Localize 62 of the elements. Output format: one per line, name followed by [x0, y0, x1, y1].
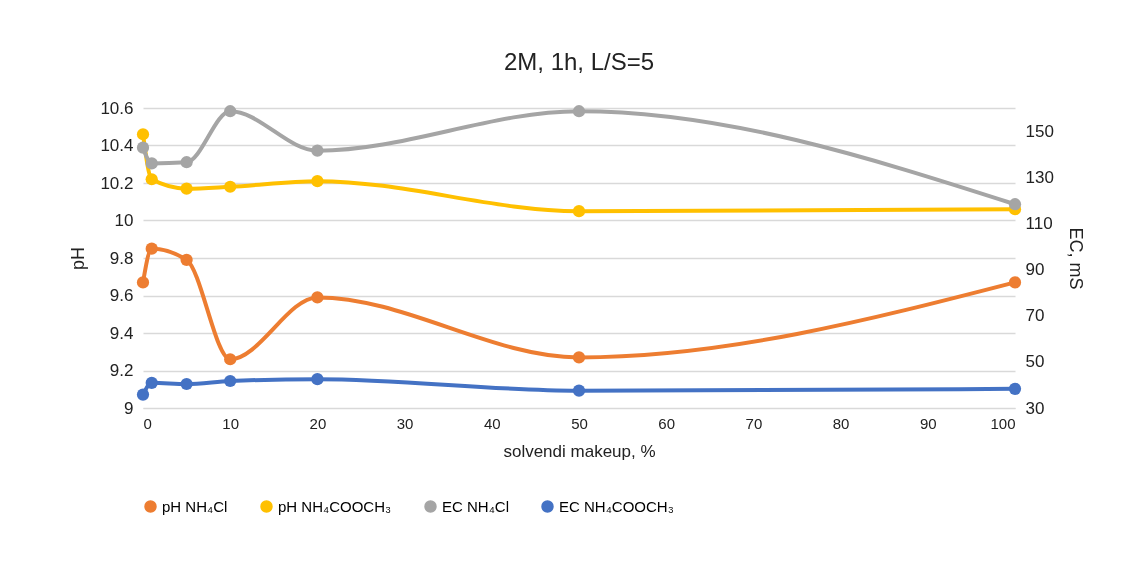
point — [311, 175, 324, 188]
legend-label: EC NH₄Cl — [442, 497, 509, 515]
x-tick-label: 20 — [309, 414, 327, 432]
point — [145, 173, 158, 186]
x-tick-label: 0 — [143, 414, 152, 432]
x-tick-label: 80 — [832, 414, 850, 432]
point — [572, 384, 586, 397]
legend-label: EC NH₄COOCH₃ — [559, 497, 674, 515]
y2-tick-label: 30 — [1025, 398, 1045, 418]
point — [136, 388, 150, 401]
y-axis-title: pH — [68, 246, 89, 271]
point — [180, 377, 193, 391]
y2-axis-title: EC, mS — [1065, 227, 1086, 290]
chart-title: 2M, 1h, L/S=5 — [503, 48, 655, 75]
point — [572, 351, 586, 364]
y2-tick-label: 70 — [1025, 306, 1045, 326]
point — [180, 253, 193, 266]
point — [311, 373, 324, 386]
point — [572, 205, 586, 218]
point — [224, 105, 237, 118]
y-tick-label: 10 — [114, 211, 134, 230]
x-tick-label: 40 — [483, 414, 501, 432]
y-tick-label: 9.8 — [109, 248, 134, 268]
y-tick-label: 9 — [124, 398, 134, 418]
legend-label: pH NH₄COOCH₃ — [278, 497, 392, 515]
point — [136, 141, 150, 154]
point — [180, 156, 193, 169]
point — [224, 374, 237, 388]
point — [1008, 198, 1022, 211]
point — [224, 180, 237, 193]
point — [145, 376, 158, 389]
point — [224, 353, 237, 366]
x-axis-title: solvendi makeup, % — [503, 441, 656, 461]
x-tick-label: 100 — [990, 414, 1016, 432]
x-tick-label: 70 — [745, 414, 763, 432]
y2-tick-label: 90 — [1025, 260, 1045, 280]
x-tick-label: 90 — [919, 414, 937, 432]
point — [311, 144, 324, 157]
point — [1008, 382, 1022, 395]
point — [572, 105, 586, 118]
y-tick-label: 9.4 — [109, 323, 134, 343]
point — [145, 242, 158, 255]
legend-label: pH NH₄Cl — [162, 497, 228, 515]
y2-tick-label: 130 — [1025, 167, 1054, 187]
y-tick-label: 10.2 — [100, 173, 134, 193]
y-tick-label: 9.6 — [109, 286, 134, 305]
point — [311, 291, 324, 304]
y2-tick-label: 150 — [1025, 121, 1054, 141]
y-tick-label: 10.6 — [100, 98, 134, 118]
y2-tick-label: 50 — [1025, 352, 1045, 372]
y2-tick-label: 110 — [1025, 213, 1053, 233]
y-tick-label: 9.2 — [109, 361, 134, 380]
x-tick-label: 10 — [222, 414, 240, 432]
point — [145, 157, 158, 170]
point — [136, 276, 150, 289]
x-tick-label: 60 — [658, 414, 676, 432]
point — [1008, 276, 1022, 289]
point — [180, 182, 193, 195]
point — [136, 128, 150, 141]
y-tick-label: 10.4 — [100, 136, 134, 155]
x-tick-label: 50 — [571, 414, 588, 432]
x-tick-label: 30 — [396, 414, 414, 432]
